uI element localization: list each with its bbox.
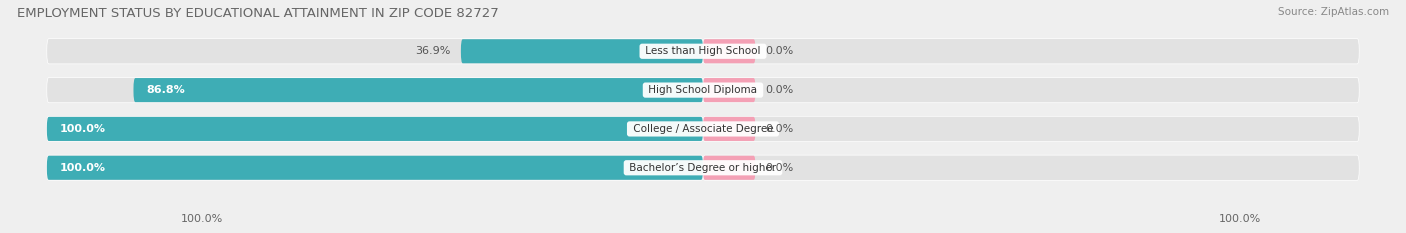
Text: 86.8%: 86.8% xyxy=(146,85,186,95)
Text: 100.0%: 100.0% xyxy=(180,214,222,224)
Text: 36.9%: 36.9% xyxy=(416,46,451,56)
Text: 100.0%: 100.0% xyxy=(1219,214,1261,224)
FancyBboxPatch shape xyxy=(703,155,1360,180)
FancyBboxPatch shape xyxy=(46,155,703,180)
FancyBboxPatch shape xyxy=(703,39,755,63)
FancyBboxPatch shape xyxy=(46,39,703,64)
Text: 100.0%: 100.0% xyxy=(60,124,105,134)
FancyBboxPatch shape xyxy=(703,117,755,141)
Text: Bachelor’s Degree or higher: Bachelor’s Degree or higher xyxy=(626,163,780,173)
Text: EMPLOYMENT STATUS BY EDUCATIONAL ATTAINMENT IN ZIP CODE 82727: EMPLOYMENT STATUS BY EDUCATIONAL ATTAINM… xyxy=(17,7,499,20)
FancyBboxPatch shape xyxy=(46,116,703,141)
FancyBboxPatch shape xyxy=(703,78,755,102)
Text: 0.0%: 0.0% xyxy=(765,46,793,56)
Text: 0.0%: 0.0% xyxy=(765,85,793,95)
FancyBboxPatch shape xyxy=(46,117,703,141)
FancyBboxPatch shape xyxy=(46,78,703,103)
FancyBboxPatch shape xyxy=(703,156,755,180)
Text: College / Associate Degree: College / Associate Degree xyxy=(630,124,776,134)
Text: 0.0%: 0.0% xyxy=(765,163,793,173)
Text: Source: ZipAtlas.com: Source: ZipAtlas.com xyxy=(1278,7,1389,17)
FancyBboxPatch shape xyxy=(461,39,703,63)
Text: High School Diploma: High School Diploma xyxy=(645,85,761,95)
Text: Less than High School: Less than High School xyxy=(643,46,763,56)
FancyBboxPatch shape xyxy=(703,39,1360,64)
FancyBboxPatch shape xyxy=(134,78,703,102)
Text: 0.0%: 0.0% xyxy=(765,124,793,134)
Text: 100.0%: 100.0% xyxy=(60,163,105,173)
FancyBboxPatch shape xyxy=(703,78,1360,103)
FancyBboxPatch shape xyxy=(703,116,1360,141)
FancyBboxPatch shape xyxy=(46,156,703,180)
